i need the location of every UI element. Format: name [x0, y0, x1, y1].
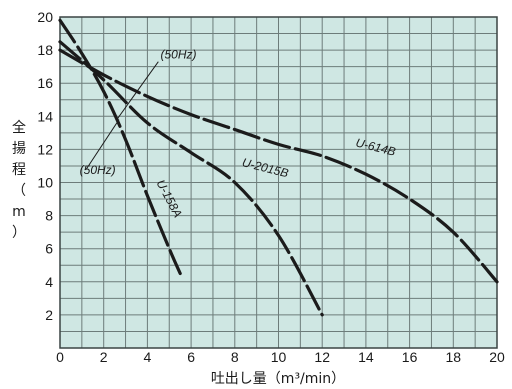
- x-tick-label: 12: [314, 349, 330, 365]
- x-tick-label: 16: [402, 349, 418, 365]
- y-tick-label: 8: [45, 208, 53, 224]
- series-line-u-614b: [58, 48, 499, 284]
- series-line-u-2015b: [58, 40, 324, 317]
- x-axis-title: 吐出し量（m³/min）: [211, 371, 345, 387]
- x-tick-label: 10: [271, 349, 287, 365]
- series-line-u-158a: [58, 18, 182, 276]
- y-tick-label: 12: [37, 141, 53, 157]
- frequency-annotation: (50Hz): [80, 163, 116, 177]
- y-tick-label: 10: [37, 175, 53, 191]
- x-tick-label: 4: [144, 349, 152, 365]
- annotation-leader-line: [85, 119, 120, 170]
- y-axis-title-char: ）: [12, 225, 26, 241]
- x-tick-label: 2: [100, 349, 108, 365]
- y-tick-label: 14: [37, 108, 53, 124]
- x-tick-label: 0: [56, 349, 64, 365]
- y-tick-label: 2: [45, 307, 53, 323]
- x-tick-label: 20: [489, 349, 505, 365]
- y-axis-title-char: 全: [12, 119, 26, 136]
- y-tick-label: 18: [37, 42, 53, 58]
- y-axis-title-char: m: [12, 204, 26, 220]
- y-axis-title-char: 程: [12, 162, 26, 178]
- y-axis-title-char: 揚: [12, 140, 26, 157]
- y-tick-label: 4: [45, 274, 53, 290]
- x-tick-label: 18: [446, 349, 462, 365]
- y-tick-label: 20: [37, 9, 53, 25]
- x-tick-label: 8: [231, 349, 239, 365]
- frequency-annotation: (50Hz): [161, 47, 197, 61]
- x-tick-label: 6: [187, 349, 195, 365]
- y-axis-title-char: （: [12, 183, 26, 199]
- x-tick-label: 14: [358, 349, 374, 365]
- y-tick-label: 6: [45, 241, 53, 257]
- plot-frame: [59, 16, 498, 349]
- y-tick-label: 16: [37, 75, 53, 91]
- annotation-leader-line: [116, 61, 159, 120]
